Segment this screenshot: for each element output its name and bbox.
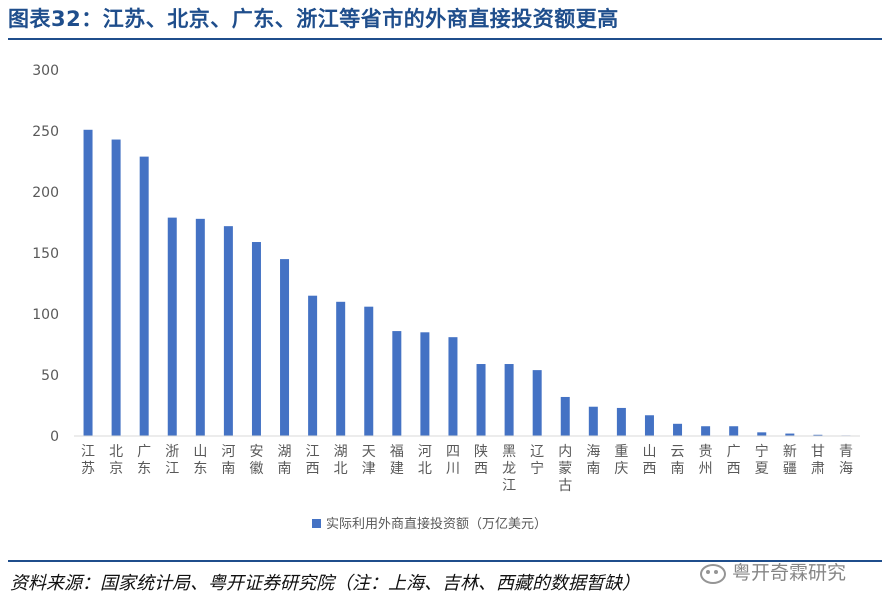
- y-tick-label: 50: [41, 368, 59, 384]
- x-tick-label: 安徽: [249, 444, 263, 477]
- bar: [644, 415, 654, 436]
- bar: [392, 331, 402, 436]
- bar: [83, 129, 93, 436]
- bar: [448, 337, 458, 436]
- bar: [420, 332, 430, 436]
- bar: [701, 426, 711, 436]
- source-note: 资料来源：国家统计局、粤开证券研究院（注：上海、吉林、西藏的数据暂缺）: [10, 573, 640, 594]
- bar: [476, 364, 486, 436]
- bar: [223, 226, 233, 436]
- wechat-icon: [700, 563, 726, 584]
- x-tick-label: 甘肃: [811, 444, 825, 477]
- bar: [167, 217, 177, 436]
- bar: [673, 423, 683, 436]
- x-tick-label: 湖北: [334, 444, 348, 477]
- bar-chart: 0 50 100 150 200 250 300 江苏北京广东浙江山东河南安徽湖南江西湖北天…: [32, 63, 860, 532]
- bar: [616, 407, 626, 436]
- x-tick-label: 广西: [727, 444, 741, 477]
- source-divider: [8, 560, 882, 562]
- watermark-text: 粤开奇霖研究: [732, 562, 847, 584]
- x-tick-label: 北京: [109, 444, 123, 477]
- bar: [757, 432, 767, 436]
- bar: [560, 396, 570, 436]
- legend: 实际利用外商直接投资额（万亿美元）: [312, 516, 547, 532]
- x-tick-label: 黑龙江: [502, 444, 516, 494]
- bar: [280, 259, 290, 436]
- x-tick-label: 四川: [446, 444, 460, 477]
- y-tick-label: 150: [32, 246, 59, 262]
- y-tick-label: 200: [32, 185, 59, 201]
- x-tick-label: 福建: [390, 444, 404, 477]
- bar: [111, 139, 121, 436]
- bar: [813, 434, 823, 436]
- x-tick-label: 内蒙古: [558, 444, 572, 494]
- chart-title: 图表32：江苏、北京、广东、浙江等省市的外商直接投资额更高: [8, 7, 619, 31]
- bar: [139, 156, 149, 436]
- x-tick-label: 新疆: [783, 444, 797, 477]
- title-divider: [8, 38, 882, 40]
- x-tick-label: 山西: [642, 444, 656, 477]
- x-tick-label: 海南: [586, 444, 600, 477]
- y-tick-label: 0: [50, 429, 59, 445]
- bar: [588, 406, 598, 436]
- bar: [364, 306, 374, 436]
- bar-series: [83, 129, 851, 436]
- bar: [532, 370, 542, 436]
- legend-label: 实际利用外商直接投资额（万亿美元）: [326, 516, 547, 532]
- y-tick-label: 100: [32, 307, 59, 323]
- x-tick-label: 辽宁: [530, 444, 544, 477]
- bar: [308, 295, 318, 436]
- x-tick-label: 浙江: [165, 444, 179, 477]
- x-tick-label: 宁夏: [755, 443, 769, 477]
- y-axis: 0 50 100 150 200 250 300: [32, 63, 59, 445]
- x-tick-label: 山东: [193, 444, 207, 477]
- bar: [195, 218, 205, 436]
- bar: [251, 242, 261, 436]
- x-tick-label: 重庆: [614, 444, 628, 477]
- watermark: 粤开奇霖研究: [700, 558, 846, 585]
- x-tick-label: 陕西: [474, 444, 488, 477]
- x-tick-label: 河北: [418, 444, 432, 477]
- x-tick-label: 天津: [362, 444, 376, 477]
- y-tick-label: 300: [32, 63, 59, 79]
- x-tick-label: 贵州: [699, 444, 713, 477]
- x-tick-label: 江苏: [81, 444, 95, 477]
- x-axis-labels: 江苏北京广东浙江山东河南安徽湖南江西湖北天津福建河北四川陕西黑龙江辽宁内蒙古海南…: [81, 443, 853, 494]
- x-tick-label: 江西: [306, 444, 320, 477]
- bar: [729, 426, 739, 436]
- x-tick-label: 广东: [137, 444, 151, 477]
- legend-swatch: [312, 519, 321, 528]
- x-tick-label: 青海: [839, 444, 853, 477]
- bar: [504, 364, 514, 436]
- bar: [336, 301, 346, 436]
- y-tick-label: 250: [32, 124, 59, 140]
- bar: [785, 433, 795, 436]
- x-tick-label: 湖南: [278, 444, 292, 477]
- x-tick-label: 云南: [671, 444, 685, 477]
- x-tick-label: 河南: [221, 444, 235, 477]
